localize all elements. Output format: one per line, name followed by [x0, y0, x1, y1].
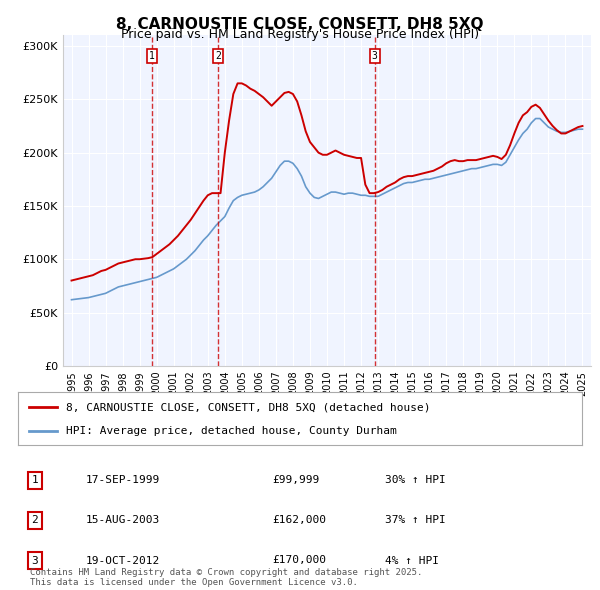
Text: 8, CARNOUSTIE CLOSE, CONSETT, DH8 5XQ: 8, CARNOUSTIE CLOSE, CONSETT, DH8 5XQ [116, 17, 484, 31]
Text: 8, CARNOUSTIE CLOSE, CONSETT, DH8 5XQ (detached house): 8, CARNOUSTIE CLOSE, CONSETT, DH8 5XQ (d… [66, 402, 430, 412]
Text: HPI: Average price, detached house, County Durham: HPI: Average price, detached house, Coun… [66, 425, 397, 435]
Text: £99,999: £99,999 [272, 476, 319, 485]
Text: £162,000: £162,000 [272, 516, 326, 525]
Text: 30% ↑ HPI: 30% ↑ HPI [385, 476, 445, 485]
Text: 1: 1 [32, 476, 38, 485]
Text: 37% ↑ HPI: 37% ↑ HPI [385, 516, 445, 525]
Text: Contains HM Land Registry data © Crown copyright and database right 2025.
This d: Contains HM Land Registry data © Crown c… [30, 568, 422, 587]
Text: 3: 3 [32, 556, 38, 565]
Text: 1: 1 [149, 51, 155, 61]
Text: Price paid vs. HM Land Registry's House Price Index (HPI): Price paid vs. HM Land Registry's House … [121, 28, 479, 41]
Text: 2: 2 [32, 516, 38, 525]
Text: 3: 3 [372, 51, 377, 61]
Text: 2: 2 [215, 51, 221, 61]
Text: 4% ↑ HPI: 4% ↑ HPI [385, 556, 439, 565]
Text: £170,000: £170,000 [272, 556, 326, 565]
Text: 19-OCT-2012: 19-OCT-2012 [86, 556, 160, 565]
Text: 17-SEP-1999: 17-SEP-1999 [86, 476, 160, 485]
Text: 15-AUG-2003: 15-AUG-2003 [86, 516, 160, 525]
